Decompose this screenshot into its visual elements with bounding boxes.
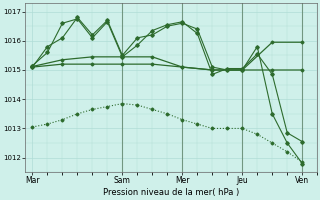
X-axis label: Pression niveau de la mer( hPa ): Pression niveau de la mer( hPa ): [103, 188, 239, 197]
